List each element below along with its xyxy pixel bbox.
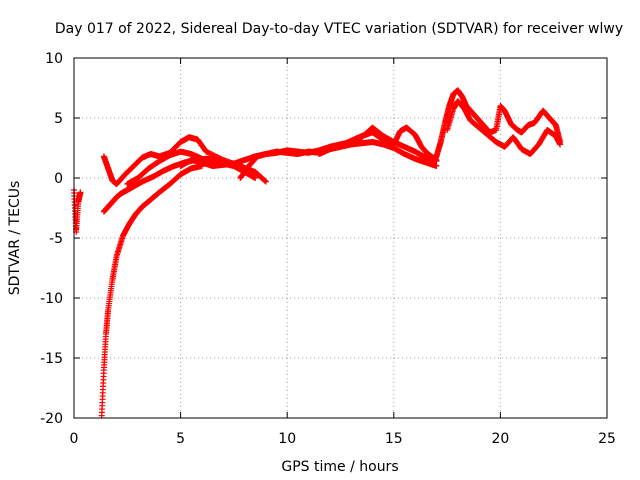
x-tick-labels: 0 5 10 15 20 25 bbox=[70, 431, 616, 447]
y-tick-label: -20 bbox=[40, 411, 63, 427]
y-tick-label: -5 bbox=[49, 231, 63, 247]
y-tick-label: 10 bbox=[45, 51, 63, 67]
y-tick-label: 0 bbox=[54, 171, 63, 187]
series-arc-4 bbox=[100, 134, 269, 187]
y-tick-label: 5 bbox=[54, 111, 63, 127]
axis-ticks bbox=[73, 57, 608, 419]
x-tick-label: 20 bbox=[491, 431, 509, 447]
x-axis-label: GPS time / hours bbox=[281, 459, 398, 475]
chart-title: Day 017 of 2022, Sidereal Day-to-day VTE… bbox=[55, 21, 623, 37]
y-tick-label: -15 bbox=[40, 351, 63, 367]
data-point bbox=[262, 178, 269, 185]
data-point bbox=[77, 189, 84, 196]
x-tick-label: 25 bbox=[598, 431, 616, 447]
data-point bbox=[252, 175, 259, 181]
x-tick-label: 10 bbox=[278, 431, 296, 447]
data-point bbox=[262, 177, 269, 184]
series-arc-9 bbox=[429, 87, 564, 167]
data-points bbox=[71, 87, 564, 419]
data-point bbox=[557, 141, 564, 148]
series-arc-2 bbox=[98, 163, 205, 419]
y-tick-label: -10 bbox=[40, 291, 63, 307]
x-tick-label: 0 bbox=[70, 431, 79, 447]
y-tick-labels: -20 -15 -10 -5 0 5 10 bbox=[40, 51, 63, 427]
y-axis-label: SDTVAR / TECUs bbox=[7, 181, 23, 296]
x-tick-label: 5 bbox=[176, 431, 185, 447]
series-arc-10 bbox=[444, 98, 564, 157]
x-tick-label: 15 bbox=[385, 431, 403, 447]
